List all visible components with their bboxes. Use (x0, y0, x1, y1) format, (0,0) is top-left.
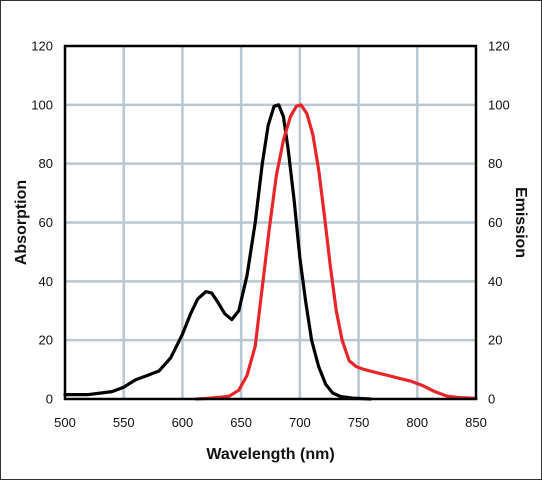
y-tick-label-right-3: 60 (488, 215, 502, 230)
y-tick-label-left-6: 120 (31, 39, 53, 54)
y-tick-label-left-2: 40 (39, 274, 53, 289)
y-tick-label-right-1: 20 (488, 333, 502, 348)
y-tick-label-right-2: 40 (488, 274, 502, 289)
y-tick-label-right-0: 0 (488, 392, 495, 407)
y-tick-labels-right: 0 20 40 60 80 100 120 (488, 39, 510, 407)
x-axis-label: Wavelength (nm) (206, 446, 334, 463)
x-tick-label-3: 650 (230, 415, 252, 430)
y-tick-label-left-1: 20 (39, 333, 53, 348)
x-tick-label-7: 850 (465, 415, 487, 430)
y-tick-label-right-4: 80 (488, 156, 502, 171)
x-tick-labels: 500 550 600 650 700 750 800 850 (54, 415, 487, 430)
y-tick-label-right-6: 120 (488, 39, 510, 54)
y-tick-label-left-0: 0 (46, 392, 53, 407)
x-tick-label-0: 500 (54, 415, 76, 430)
x-tick-label-1: 550 (113, 415, 135, 430)
series-layer (63, 103, 478, 401)
y-tick-label-left-5: 100 (31, 97, 53, 112)
y-tick-label-right-5: 100 (488, 97, 510, 112)
x-tick-label-5: 750 (348, 415, 370, 430)
y-tick-label-left-4: 80 (39, 156, 53, 171)
x-tick-label-4: 700 (289, 415, 311, 430)
y-tick-labels-left: 0 20 40 60 80 100 120 (31, 39, 53, 407)
y-axis-label-right: Emission (512, 187, 529, 258)
plot-border (63, 44, 478, 401)
y-tick-label-left-3: 60 (39, 215, 53, 230)
x-tick-label-2: 600 (172, 415, 194, 430)
y-axis-label-left: Absorption (13, 180, 30, 265)
series-line-absorption (63, 103, 372, 401)
x-tick-label-6: 800 (406, 415, 428, 430)
series-line-emission (194, 103, 478, 401)
